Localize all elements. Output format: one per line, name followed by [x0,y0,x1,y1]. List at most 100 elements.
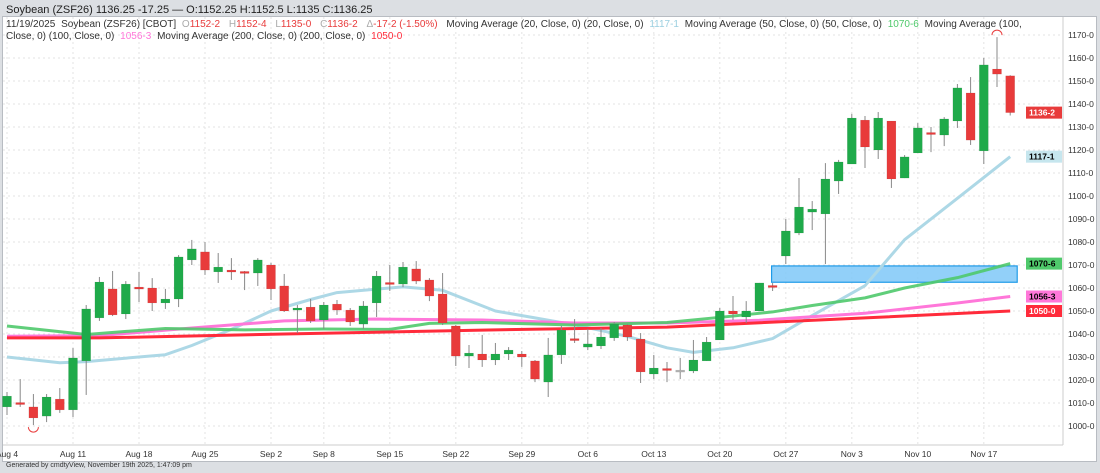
candle-body [319,304,329,321]
candle-body [543,354,553,383]
candle [833,159,844,194]
candle [530,359,540,383]
y-tick-label: 1010-0 [1068,398,1095,408]
candle [213,253,223,283]
y-tick-label: 1170-0 [1068,30,1094,40]
candle-body [279,285,289,312]
x-tick-label: Sep 8 [313,449,335,459]
candle [847,113,857,165]
ma50-label: Moving Average (50, Close, 0) (50, Close… [684,19,882,30]
candle [701,336,712,362]
candle-body [147,287,157,304]
candle-body [952,87,963,122]
y-tick-label: 1110-0 [1068,168,1093,178]
candle [820,163,831,265]
candle [332,299,342,315]
candle-body [253,259,263,274]
candle [952,83,963,128]
candle-body [160,298,171,304]
ma200-value: 1050-0 [371,31,403,42]
candle-body [860,119,870,148]
candle [424,278,435,302]
candle [398,262,408,288]
ma50-value: 1070-6 [887,19,919,30]
price-badge-bg [1026,150,1062,163]
y-tick-label: 1080-0 [1068,237,1095,247]
open-label: O [181,19,190,30]
candle [253,258,263,286]
candle [992,37,1002,87]
y-tick-label: 1140-0 [1068,99,1094,109]
x-tick-label: Nov 10 [904,449,931,459]
candle [226,258,237,280]
candle-body [213,266,223,273]
candle-body [583,343,593,348]
candle-body [292,307,303,311]
candle [200,242,210,275]
x-tick-label: Oct 13 [641,449,666,459]
price-badge: 1056-3 [1029,292,1056,302]
candle [926,127,936,153]
candle [741,301,751,323]
candle [28,394,39,426]
x-tick-label: Sep 22 [442,449,469,459]
candle-body [939,118,949,136]
price-badge: 1050-0 [1029,306,1056,316]
close-value: 1136-2 [327,19,358,30]
candle-body [94,281,105,319]
y-tick-label: 1000-0 [1068,421,1095,431]
candle [451,325,461,366]
candle-body [464,352,474,357]
candle-body [596,336,606,347]
candle-body [107,288,118,316]
ma20-value: 1117-1 [649,19,679,30]
candle-body [2,395,12,408]
candle-body [649,367,659,375]
candle [147,278,157,311]
candle-body [794,206,804,234]
candle-body [886,120,897,180]
candle-body [781,230,791,257]
candle-body [81,308,91,362]
candle [464,345,474,369]
candle [807,201,817,231]
candle-body [609,323,619,339]
candle [81,305,91,395]
x-tick-label: Oct 20 [707,449,732,459]
candle-body [847,117,857,165]
candle [728,296,738,320]
candle [715,308,725,341]
candle-body [926,132,936,135]
y-tick-label: 1090-0 [1068,214,1095,224]
candle [979,58,989,165]
y-tick-label: 1060-0 [1068,283,1095,293]
candle [477,334,487,367]
x-tick-label: Aug 18 [126,449,153,459]
x-tick-label: Sep 15 [376,449,403,459]
candle [239,270,250,291]
candle-body [517,353,527,358]
candle-body [226,269,237,273]
candle-body [28,406,39,419]
candle [781,219,791,265]
candle [345,308,355,326]
candle [437,273,448,326]
candle-body [1005,75,1015,113]
candle [94,276,105,321]
candle [173,255,184,308]
candle-body [530,360,540,380]
legend-date: 11/19/2025 [6,19,56,30]
candle-body [398,266,408,285]
candle [55,388,65,413]
candle [266,262,276,300]
x-tick-label: Aug 25 [192,449,219,459]
candle-body [411,268,421,282]
candle-body [200,251,210,271]
low-label: L [275,19,281,30]
window-title: Soybean (ZSF26) 1136.25 -17.25 — O:1152.… [6,4,373,16]
candle [569,319,580,343]
candle-body [41,396,52,417]
legend-symbol: Soybean (ZSF26) [CBOT] [61,19,177,30]
price-badge-bg [1026,305,1062,317]
